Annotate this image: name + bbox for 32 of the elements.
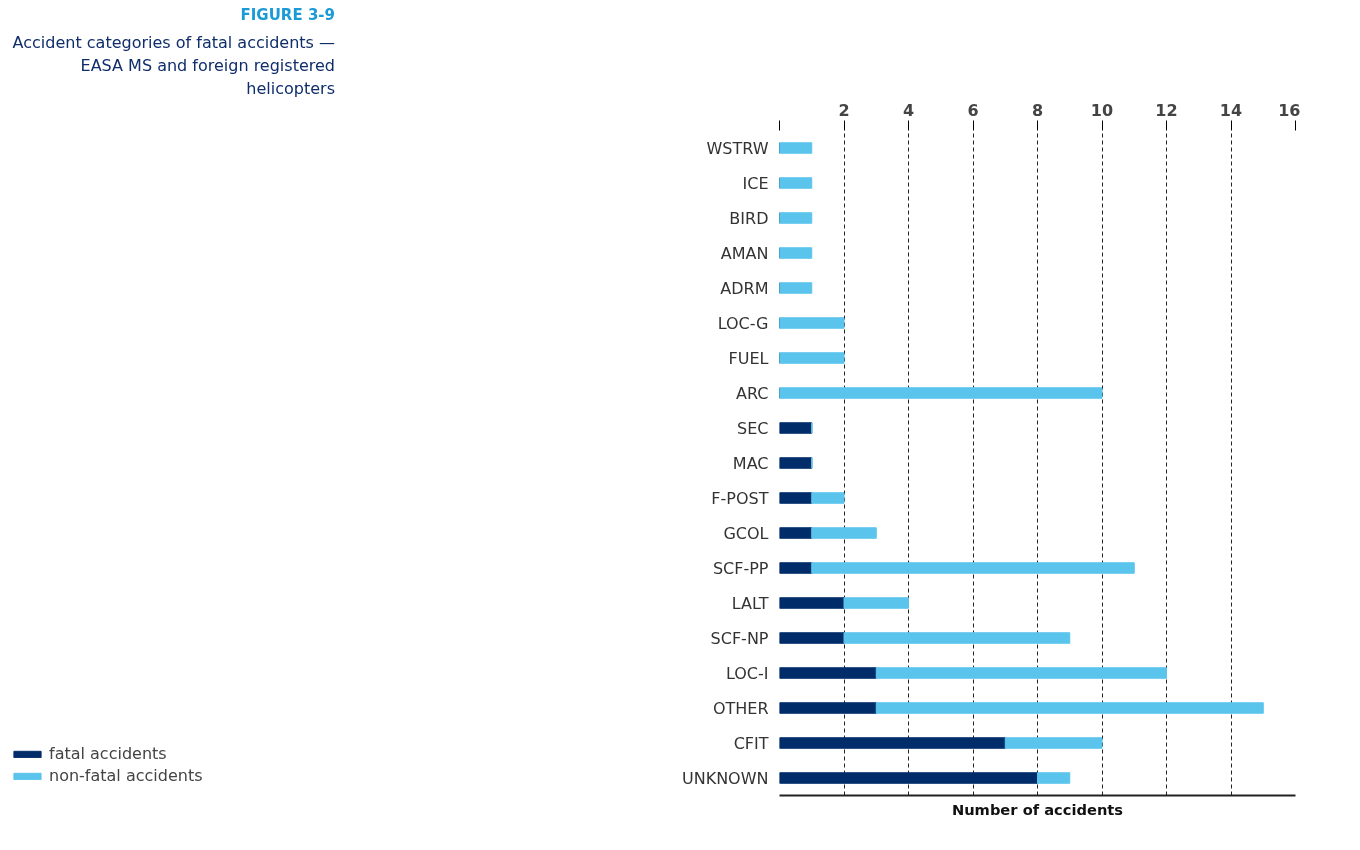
y-tick-label: LALT	[731, 593, 769, 613]
x-tick-label: 2	[838, 100, 850, 120]
x-tick-label: 8	[1031, 100, 1044, 120]
y-tick-label: SCF-PP	[712, 558, 769, 578]
legend-label: fatal accidents	[49, 744, 167, 763]
y-tick-label: UNKNOWN	[681, 768, 769, 788]
y-tick-label: LOC-G	[717, 313, 769, 333]
text: FIGURE 3-9	[239, 5, 335, 26]
x-axis-title: Number of accidents	[951, 800, 1124, 818]
y-tick-label: CFIT	[733, 733, 769, 753]
y-tick-label: BIRD	[729, 208, 769, 228]
x-tick-label: 10	[1090, 100, 1114, 120]
x-tick-label: 14	[1219, 100, 1243, 120]
legend-label: non-fatal accidents	[49, 766, 203, 785]
x-tick-label: 4	[902, 100, 915, 120]
y-tick-label: WSTRW	[706, 138, 769, 158]
y-tick-label: SEC	[737, 418, 769, 438]
y-tick-label: ICE	[742, 173, 769, 193]
y-tick-label: AMAN	[720, 243, 769, 263]
y-tick-label: LOC-I	[725, 663, 769, 683]
y-tick-label: FUEL	[728, 348, 769, 368]
y-tick-label: MAC	[732, 453, 769, 473]
y-tick-label: OTHER	[712, 698, 769, 718]
x-tick-label: 6	[967, 100, 979, 120]
x-tick-label: 16	[1278, 100, 1301, 120]
y-tick-label: ARC	[736, 383, 769, 403]
y-tick-label: ADRM	[720, 278, 769, 298]
y-tick-label: F-POST	[711, 488, 769, 508]
text: Accident categories of fatal accidents — EASA MS and foreign registered helicopters	[11, 32, 335, 101]
y-tick-label: SCF-NP	[710, 628, 769, 648]
x-tick-label: 12	[1155, 100, 1178, 120]
y-tick-label: GCOL	[723, 523, 769, 543]
